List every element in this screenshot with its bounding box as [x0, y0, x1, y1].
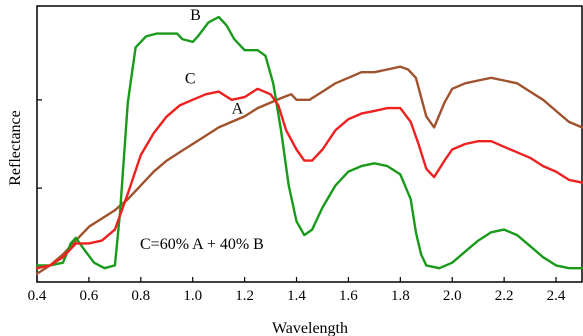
x-tick-label: 2.0	[443, 288, 462, 304]
series-B-label: B	[190, 7, 201, 24]
y-axis-ticks	[37, 99, 42, 189]
series-A-label: A	[232, 101, 244, 118]
x-tick-label: 1.4	[287, 288, 306, 304]
x-tick-label: 1.0	[183, 288, 202, 304]
x-tick-label: 1.8	[391, 288, 410, 304]
x-axis-ticks: 0.4 0.6 0.8 1.0 1.2 1.4 1.6 1.8 2.0 2.2 2.4	[28, 277, 566, 304]
series-labels: A B C	[185, 7, 244, 118]
series-layer	[35, 15, 583, 275]
x-tick-label: 0.6	[80, 288, 99, 304]
x-axis-label: Wavelength	[272, 320, 348, 336]
x-tick-label: 1.6	[339, 288, 358, 304]
x-tick-label: 2.4	[547, 288, 566, 304]
y-axis-label: Reflectance	[7, 110, 24, 186]
plot-frame	[36, 5, 583, 283]
x-tick-label: 2.2	[495, 288, 514, 304]
series-A-line	[35, 65, 583, 275]
series-C-line	[35, 87, 583, 270]
series-C-label: C	[185, 70, 196, 87]
x-tick-label: 1.2	[235, 288, 254, 304]
mixture-annotation: C=60% A + 40% B	[140, 236, 264, 253]
x-tick-label: 0.8	[131, 288, 150, 304]
x-tick-label: 0.4	[28, 288, 47, 304]
